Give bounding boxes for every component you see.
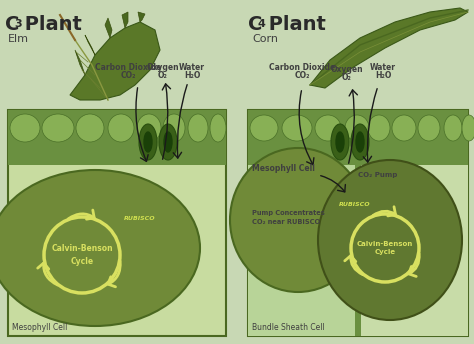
Bar [8, 110, 226, 336]
Ellipse shape [10, 114, 40, 142]
Ellipse shape [315, 115, 341, 141]
Ellipse shape [331, 124, 349, 160]
Text: Carbon Dioxide: Carbon Dioxide [269, 63, 335, 72]
Ellipse shape [42, 114, 74, 142]
Ellipse shape [163, 114, 185, 142]
Ellipse shape [418, 115, 440, 141]
Text: H₂O: H₂O [375, 71, 391, 80]
Ellipse shape [318, 160, 462, 320]
Text: Mesophyll Cell: Mesophyll Cell [12, 323, 67, 332]
Text: CO₂: CO₂ [120, 71, 136, 80]
Text: RUBISCO: RUBISCO [339, 203, 371, 207]
Polygon shape [310, 8, 468, 88]
Ellipse shape [144, 132, 152, 152]
Text: C: C [248, 15, 263, 34]
Text: CO₂: CO₂ [294, 71, 310, 80]
Bar [358, 110, 468, 336]
Text: 3: 3 [14, 19, 22, 29]
Text: Water: Water [370, 63, 396, 72]
Polygon shape [85, 35, 95, 55]
Polygon shape [122, 12, 128, 28]
Text: 4: 4 [258, 19, 266, 29]
Text: CO₂ Pump: CO₂ Pump [358, 172, 397, 178]
Ellipse shape [250, 115, 278, 141]
Text: Plant: Plant [18, 15, 82, 34]
Ellipse shape [282, 115, 312, 141]
Ellipse shape [345, 115, 369, 141]
Ellipse shape [444, 115, 462, 141]
Ellipse shape [139, 124, 157, 160]
Text: O₂: O₂ [342, 73, 352, 82]
Ellipse shape [164, 132, 172, 152]
Text: Elm: Elm [8, 34, 29, 44]
Ellipse shape [462, 115, 474, 141]
Text: Bundle Sheath Cell: Bundle Sheath Cell [252, 323, 325, 332]
Text: Plant: Plant [262, 15, 326, 34]
Text: C: C [5, 15, 19, 34]
Circle shape [356, 219, 414, 277]
Text: Carbon Dioxide: Carbon Dioxide [95, 63, 161, 72]
Text: Calvin-Benson
Cycle: Calvin-Benson Cycle [357, 241, 413, 255]
Ellipse shape [356, 132, 364, 152]
Text: Corn: Corn [252, 34, 278, 44]
Ellipse shape [76, 114, 104, 142]
Polygon shape [138, 12, 145, 22]
Polygon shape [105, 18, 112, 38]
Bar [248, 110, 468, 165]
Ellipse shape [336, 132, 344, 152]
Polygon shape [75, 50, 85, 75]
Text: Oxygen: Oxygen [146, 63, 179, 72]
Polygon shape [70, 22, 160, 100]
Ellipse shape [351, 124, 369, 160]
Ellipse shape [108, 114, 134, 142]
Bar [8, 110, 226, 165]
Ellipse shape [392, 115, 416, 141]
Text: Pump Concentrates
CO₂ near RUBISCO: Pump Concentrates CO₂ near RUBISCO [252, 210, 325, 225]
Ellipse shape [210, 114, 226, 142]
Circle shape [49, 222, 115, 288]
Text: Water: Water [179, 63, 205, 72]
Ellipse shape [159, 124, 177, 160]
Ellipse shape [188, 114, 208, 142]
Text: Calvin-Benson
Cycle: Calvin-Benson Cycle [51, 244, 113, 266]
Text: Oxygen: Oxygen [331, 65, 363, 74]
Text: H₂O: H₂O [184, 71, 200, 80]
Text: O₂: O₂ [158, 71, 168, 80]
Ellipse shape [137, 114, 161, 142]
Bar [355, 160, 361, 336]
Text: RUBISCO: RUBISCO [124, 215, 156, 221]
Ellipse shape [230, 148, 366, 292]
Bar [248, 110, 358, 336]
Bar [248, 110, 468, 336]
Text: Mesophyll Cell: Mesophyll Cell [252, 163, 315, 172]
Ellipse shape [0, 170, 200, 326]
Ellipse shape [368, 115, 390, 141]
